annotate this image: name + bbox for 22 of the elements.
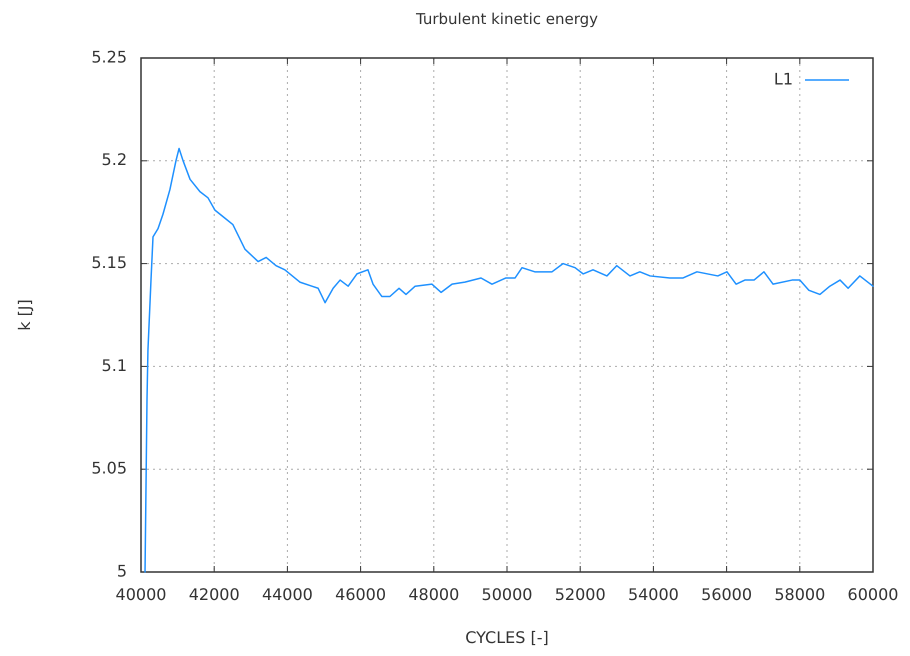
- x-tick-label: 56000: [701, 585, 752, 604]
- x-tick-label: 58000: [774, 585, 826, 604]
- y-tick-label: 5: [116, 561, 127, 580]
- x-tick-label: 44000: [262, 585, 313, 604]
- y-tick-label: 5.25: [91, 47, 127, 66]
- x-tick-label: 46000: [335, 585, 386, 604]
- x-tick-label: 48000: [408, 585, 460, 604]
- x-tick-label: 42000: [188, 585, 240, 604]
- x-tick-label: 52000: [554, 585, 606, 604]
- y-axis-title: k [J]: [15, 299, 34, 331]
- x-tick-label: 54000: [628, 585, 679, 604]
- x-tick-label: 60000: [848, 585, 898, 604]
- y-tick-label: 5.05: [91, 458, 127, 478]
- chart-title: Turbulent kinetic energy: [414, 10, 598, 28]
- y-tick-label: 5.15: [91, 252, 127, 272]
- y-tick-label: 5.2: [102, 150, 127, 170]
- legend-label: L1: [774, 69, 793, 88]
- x-axis-title: CYCLES [-]: [465, 628, 549, 647]
- x-tick-label: 50000: [482, 585, 532, 604]
- line-series: [144, 148, 874, 573]
- x-tick-label: 40000: [116, 585, 166, 604]
- y-tick-label: 5.1: [102, 356, 127, 375]
